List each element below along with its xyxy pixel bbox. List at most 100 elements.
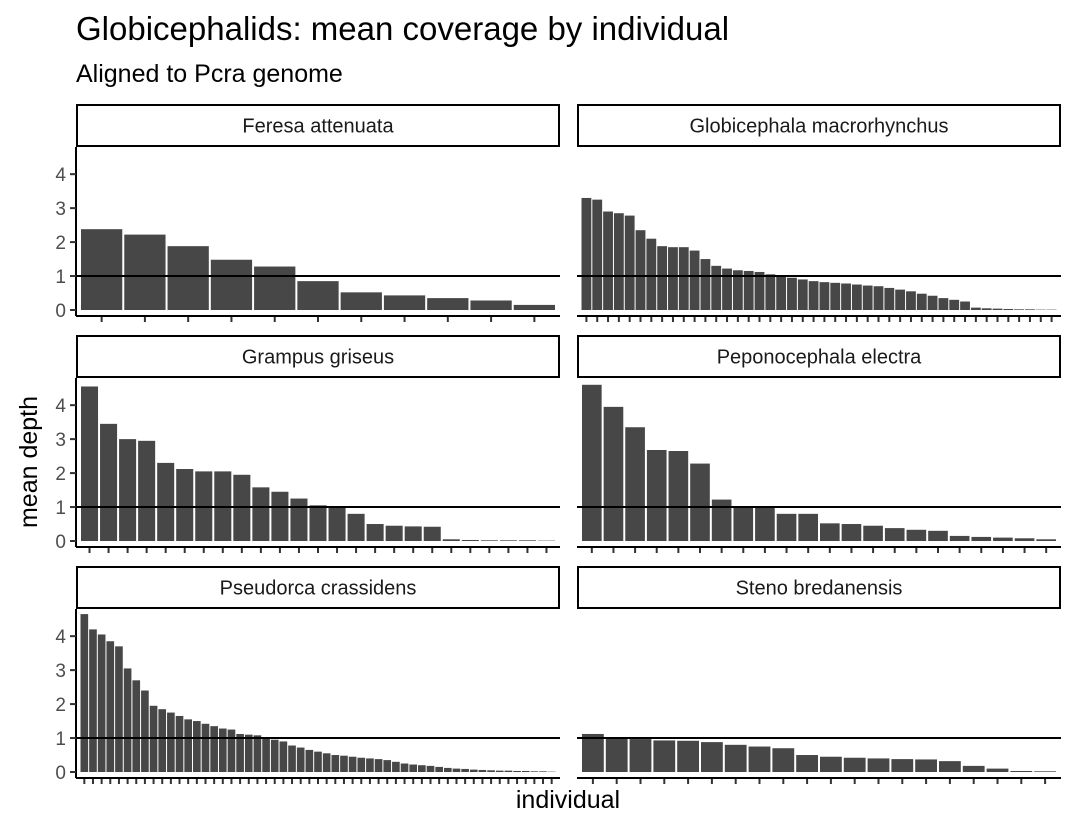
bar <box>404 526 422 541</box>
bar <box>700 259 711 310</box>
bar <box>262 737 270 772</box>
bar <box>418 765 426 772</box>
bar <box>624 215 635 310</box>
bar <box>843 757 866 772</box>
bar <box>81 386 99 541</box>
bar <box>724 744 747 772</box>
bar <box>873 286 884 310</box>
bar <box>916 293 927 310</box>
bar <box>309 505 327 541</box>
y-tick-label: 4 <box>55 396 66 417</box>
bar <box>711 499 732 541</box>
bar <box>915 759 937 772</box>
bar <box>765 274 776 310</box>
facet-label: Pseudorca crassidens <box>220 578 417 600</box>
bar <box>798 513 818 541</box>
facet-strip <box>76 566 560 609</box>
bar <box>689 250 700 310</box>
bar <box>106 641 115 772</box>
bar <box>772 748 795 772</box>
bar <box>167 712 175 772</box>
bar <box>797 279 808 310</box>
facet-panels: Feresa attenuata 0 1 2 3 4 Globicephala macror… <box>55 104 1061 784</box>
bar <box>383 760 392 772</box>
facet-label: Feresa attenuata <box>242 116 394 138</box>
bar <box>605 738 628 772</box>
bar <box>981 308 992 310</box>
bar <box>392 761 400 772</box>
bar <box>480 540 498 541</box>
bar <box>478 769 487 772</box>
bar <box>646 238 657 310</box>
bar <box>808 281 819 310</box>
bar <box>427 298 469 310</box>
bar <box>722 268 732 310</box>
y-tick-label: 3 <box>55 661 66 682</box>
bar <box>677 740 699 772</box>
bar <box>668 247 678 310</box>
bar <box>305 749 314 772</box>
bar <box>862 285 873 310</box>
bar <box>132 680 141 772</box>
facet-strip <box>76 335 560 378</box>
bar <box>115 646 123 772</box>
bar <box>218 728 227 772</box>
bar <box>851 284 862 310</box>
facet-panel: Pseudorca crassidens 0 1 2 3 4 <box>55 566 560 784</box>
bar <box>949 535 970 541</box>
facet-panel: Feresa attenuata 0 1 2 3 4 <box>55 104 560 322</box>
bar <box>518 540 536 541</box>
bar <box>357 757 366 772</box>
bar <box>841 524 862 541</box>
bar <box>820 756 842 772</box>
bar <box>97 634 106 772</box>
bar <box>461 768 469 772</box>
facet-panel: Globicephala macrorhynchus <box>577 104 1061 322</box>
bar <box>949 299 960 310</box>
facet-strip <box>577 104 1061 147</box>
bar <box>690 463 710 541</box>
bar <box>962 765 985 772</box>
chart-title: Globicephalids: mean coverage by individ… <box>76 10 729 47</box>
y-tick-label: 0 <box>55 301 66 322</box>
bar <box>253 735 262 772</box>
bar <box>81 229 123 310</box>
bar <box>314 751 322 773</box>
bar <box>469 769 478 772</box>
bar <box>776 513 797 541</box>
y-tick-label: 1 <box>55 729 66 750</box>
bar <box>236 733 244 772</box>
facet-strip <box>577 566 1061 609</box>
bar <box>443 767 452 772</box>
bar <box>176 469 194 541</box>
bar <box>124 234 166 310</box>
bar <box>141 690 149 772</box>
chart-subtitle: Aligned to Pcra genome <box>76 60 343 88</box>
bar <box>1010 770 1033 772</box>
bar <box>613 213 624 310</box>
bar <box>138 440 156 541</box>
bar <box>582 384 602 541</box>
bar <box>867 758 890 772</box>
bar <box>270 739 279 772</box>
bar <box>167 246 209 310</box>
bar <box>210 259 253 310</box>
bar <box>895 289 906 311</box>
facet-label: Peponocephala electra <box>717 347 922 369</box>
y-tick-label: 4 <box>55 627 66 648</box>
bar <box>442 539 460 541</box>
bar <box>374 759 383 772</box>
bar <box>743 270 754 310</box>
facet-panel: Grampus griseus 0 1 2 3 4 <box>55 335 560 553</box>
bar <box>906 529 927 541</box>
bar <box>986 768 1009 772</box>
bar <box>657 246 668 310</box>
y-tick-label: 1 <box>55 267 66 288</box>
bar <box>928 530 948 541</box>
facet-strip <box>577 335 1061 378</box>
bar <box>776 276 787 310</box>
bar <box>1014 538 1035 541</box>
bar <box>184 719 192 772</box>
bar <box>328 507 346 541</box>
